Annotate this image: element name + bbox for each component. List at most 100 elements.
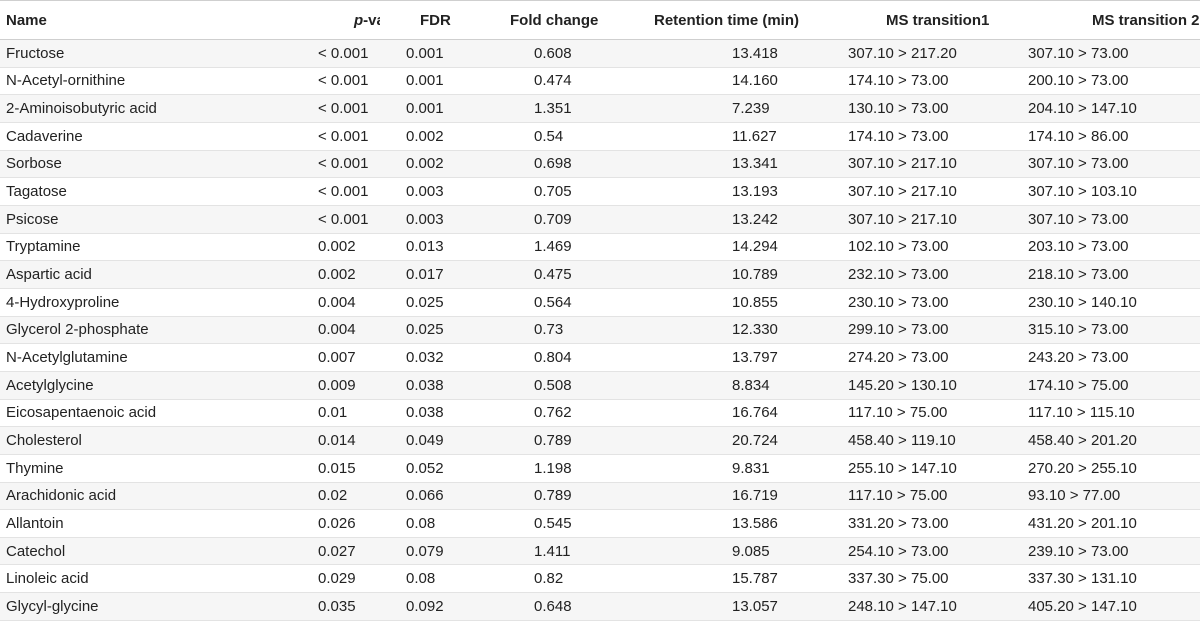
header-p-value: p-value <box>250 12 380 29</box>
table-row: 2-Aminoisobutyric acid < 0.001 0.001 1.351 7… <box>0 95 1200 123</box>
cell-retention-time: 9.085 <box>732 542 770 560</box>
cell-p-value: < 0.001 <box>318 210 369 228</box>
cell-fold-change: 0.762 <box>534 404 572 422</box>
cell-ms-transition1: 254.10 > 73.00 <box>848 542 949 560</box>
cell-ms-transition2: 270.20 > 255.10 <box>1028 459 1137 477</box>
table-row: Glycerol 2-phosphate 0.004 0.025 0.73 12.330… <box>0 316 1200 345</box>
cell-fdr: 0.013 <box>406 238 444 256</box>
cell-fold-change: 0.705 <box>534 183 572 201</box>
header-retention-time: Retention time (min) <box>654 11 799 29</box>
cell-retention-time: 11.627 <box>732 127 777 145</box>
cell-fdr: 0.049 <box>406 432 444 450</box>
table-row: Allantoin 0.026 0.08 0.545 13.586 331.20 > 73… <box>0 510 1200 538</box>
cell-fold-change: 0.474 <box>534 72 572 90</box>
cell-name: Tagatose <box>6 183 67 201</box>
cell-ms-transition2: 307.10 > 103.10 <box>1028 183 1137 201</box>
cell-retention-time: 16.764 <box>732 404 778 422</box>
table-row: Aspartic acid 0.002 0.017 0.475 10.789 232.10… <box>0 261 1200 289</box>
cell-ms-transition2: 200.10 > 73.00 <box>1028 72 1129 90</box>
cell-name: Acetylglycine <box>6 376 94 394</box>
table-row: Fructose < 0.001 0.001 0.608 13.418 307.10 > … <box>0 40 1200 68</box>
cell-ms-transition1: 174.10 > 73.00 <box>848 72 949 90</box>
cell-retention-time: 13.057 <box>732 597 778 615</box>
cell-fold-change: 1.351 <box>534 100 572 118</box>
cell-ms-transition1: 145.20 > 130.10 <box>848 376 957 394</box>
table-row: Catechol 0.027 0.079 1.411 9.085 254.10 > 73.… <box>0 537 1200 566</box>
cell-ms-transition2: 174.10 > 86.00 <box>1028 127 1129 145</box>
cell-p-value: 0.015 <box>318 459 356 477</box>
cell-fold-change: 0.54 <box>534 127 564 145</box>
cell-name: Aspartic acid <box>6 266 92 284</box>
cell-p-value: < 0.001 <box>318 100 369 118</box>
cell-retention-time: 9.831 <box>732 459 770 477</box>
cell-p-value: 0.014 <box>318 432 356 450</box>
cell-p-value: < 0.001 <box>318 72 369 90</box>
cell-ms-transition1: 117.10 > 75.00 <box>848 404 948 422</box>
cell-retention-time: 20.724 <box>732 432 778 450</box>
cell-p-value: 0.027 <box>318 542 356 560</box>
cell-retention-time: 16.719 <box>732 487 778 505</box>
cell-p-value: 0.035 <box>318 597 356 615</box>
cell-name: Eicosapentaenoic acid <box>6 404 157 422</box>
cell-ms-transition2: 431.20 > 201.10 <box>1028 514 1137 532</box>
cell-ms-transition1: 102.10 > 73.00 <box>848 238 949 256</box>
table-row: Tagatose < 0.001 0.003 0.705 13.193 307.10 > … <box>0 178 1200 206</box>
cell-name: Catechol <box>6 542 66 560</box>
table-row: N-Acetylglutamine 0.007 0.032 0.804 13.797 27… <box>0 344 1200 372</box>
cell-p-value: 0.02 <box>318 487 348 505</box>
cell-ms-transition1: 458.40 > 119.10 <box>848 432 956 450</box>
cell-p-value: 0.029 <box>318 570 356 588</box>
cell-fold-change: 0.648 <box>534 597 572 615</box>
cell-p-value: 0.004 <box>318 321 356 339</box>
cell-ms-transition1: 248.10 > 147.10 <box>848 597 957 615</box>
cell-fold-change: 0.475 <box>534 266 572 284</box>
cell-fold-change: 0.545 <box>534 514 572 532</box>
cell-retention-time: 13.242 <box>732 210 778 228</box>
table-row: Tryptamine 0.002 0.013 1.469 14.294 102.10 > … <box>0 234 1200 262</box>
cell-ms-transition1: 307.10 > 217.20 <box>848 44 957 62</box>
table-row: Thymine 0.015 0.052 1.198 9.831 255.10 > 147.… <box>0 455 1200 483</box>
cell-fdr: 0.001 <box>406 44 444 62</box>
cell-p-value: 0.007 <box>318 349 356 367</box>
cell-name: Glycerol 2-phosphate <box>6 321 149 339</box>
header-ms-transition1: MS transition1 <box>886 11 990 29</box>
cell-fdr: 0.038 <box>406 376 444 394</box>
cell-p-value: 0.026 <box>318 514 356 532</box>
cell-ms-transition1: 232.10 > 73.00 <box>848 266 949 284</box>
cell-fold-change: 0.804 <box>534 349 572 367</box>
cell-fold-change: 0.698 <box>534 155 572 173</box>
cell-fdr: 0.08 <box>406 514 436 532</box>
cell-retention-time: 14.160 <box>732 72 778 90</box>
cell-fdr: 0.08 <box>406 570 436 588</box>
table-row: Glycyl-glycine 0.035 0.092 0.648 13.057 248.1… <box>0 593 1200 621</box>
cell-fdr: 0.032 <box>406 349 444 367</box>
cell-retention-time: 13.341 <box>732 155 778 173</box>
cell-ms-transition1: 307.10 > 217.10 <box>848 210 957 228</box>
cell-name: N-Acetylglutamine <box>6 349 128 367</box>
cell-ms-transition2: 307.10 > 73.00 <box>1028 155 1129 173</box>
cell-ms-transition2: 405.20 > 147.10 <box>1028 597 1137 615</box>
cell-fdr: 0.017 <box>406 266 444 284</box>
cell-fold-change: 0.564 <box>534 293 572 311</box>
cell-ms-transition2: 204.10 > 147.10 <box>1028 100 1137 118</box>
cell-retention-time: 14.294 <box>732 238 778 256</box>
cell-ms-transition1: 230.10 > 73.00 <box>848 293 949 311</box>
table-row: Eicosapentaenoic acid 0.01 0.038 0.762 16.76… <box>0 400 1200 428</box>
table-row: N-Acetyl-ornithine < 0.001 0.001 0.474 14.16… <box>0 68 1200 96</box>
cell-p-value: 0.01 <box>318 404 348 422</box>
cell-name: Cadaverine <box>6 127 83 145</box>
cell-ms-transition1: 255.10 > 147.10 <box>848 459 957 477</box>
cell-ms-transition1: 331.20 > 73.00 <box>848 514 949 532</box>
table-row: Psicose < 0.001 0.003 0.709 13.242 307.10 > 2… <box>0 205 1200 234</box>
cell-fdr: 0.092 <box>406 597 444 615</box>
cell-ms-transition2: 315.10 > 73.00 <box>1028 321 1129 339</box>
cell-ms-transition2: 230.10 > 140.10 <box>1028 293 1137 311</box>
cell-ms-transition2: 174.10 > 75.00 <box>1028 376 1129 394</box>
cell-fdr: 0.025 <box>406 321 444 339</box>
cell-fdr: 0.002 <box>406 127 444 145</box>
cell-p-value: 0.002 <box>318 238 356 256</box>
cell-fdr: 0.001 <box>406 100 444 118</box>
cell-ms-transition2: 307.10 > 73.00 <box>1028 44 1129 62</box>
cell-ms-transition1: 337.30 > 75.00 <box>848 570 949 588</box>
cell-ms-transition1: 274.20 > 73.00 <box>848 349 949 367</box>
